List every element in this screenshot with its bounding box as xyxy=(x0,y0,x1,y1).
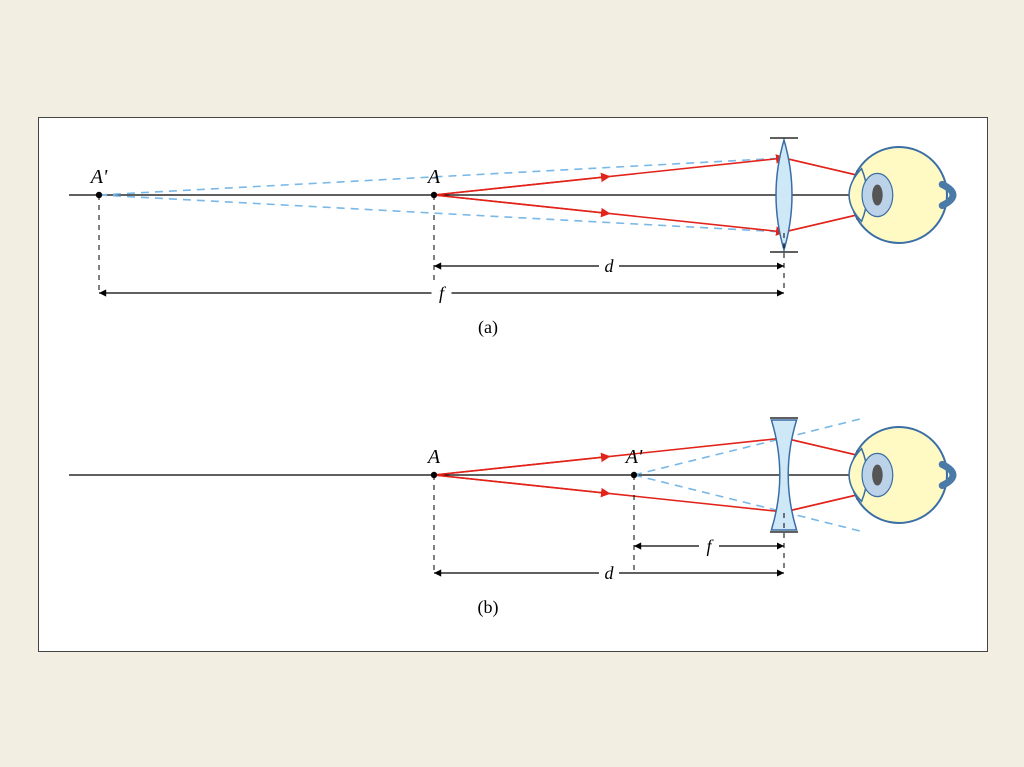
point xyxy=(96,192,102,198)
point xyxy=(431,192,437,198)
diagram-svg: AA'dfAA'fd(a)(b) xyxy=(39,118,987,651)
pupil xyxy=(872,184,883,205)
caption-a: (a) xyxy=(478,317,498,338)
diagram-panel: AA'dfAA'fd(a)(b) xyxy=(38,117,988,652)
point xyxy=(631,472,637,478)
page: AA'dfAA'fd(a)(b) xyxy=(0,0,1024,767)
virtual-ray xyxy=(634,475,784,512)
virtual-ray xyxy=(99,195,784,232)
point-label: A' xyxy=(89,166,108,188)
dimension-label: d xyxy=(605,256,615,276)
virtual-ray xyxy=(634,438,784,475)
point-label: A xyxy=(426,166,441,188)
point-label: A xyxy=(426,446,441,468)
caption-b: (b) xyxy=(478,597,499,618)
point-label: A' xyxy=(624,446,643,468)
dimension-label: d xyxy=(605,563,615,583)
pupil xyxy=(872,464,883,485)
point xyxy=(431,472,437,478)
virtual-ray xyxy=(99,158,784,195)
